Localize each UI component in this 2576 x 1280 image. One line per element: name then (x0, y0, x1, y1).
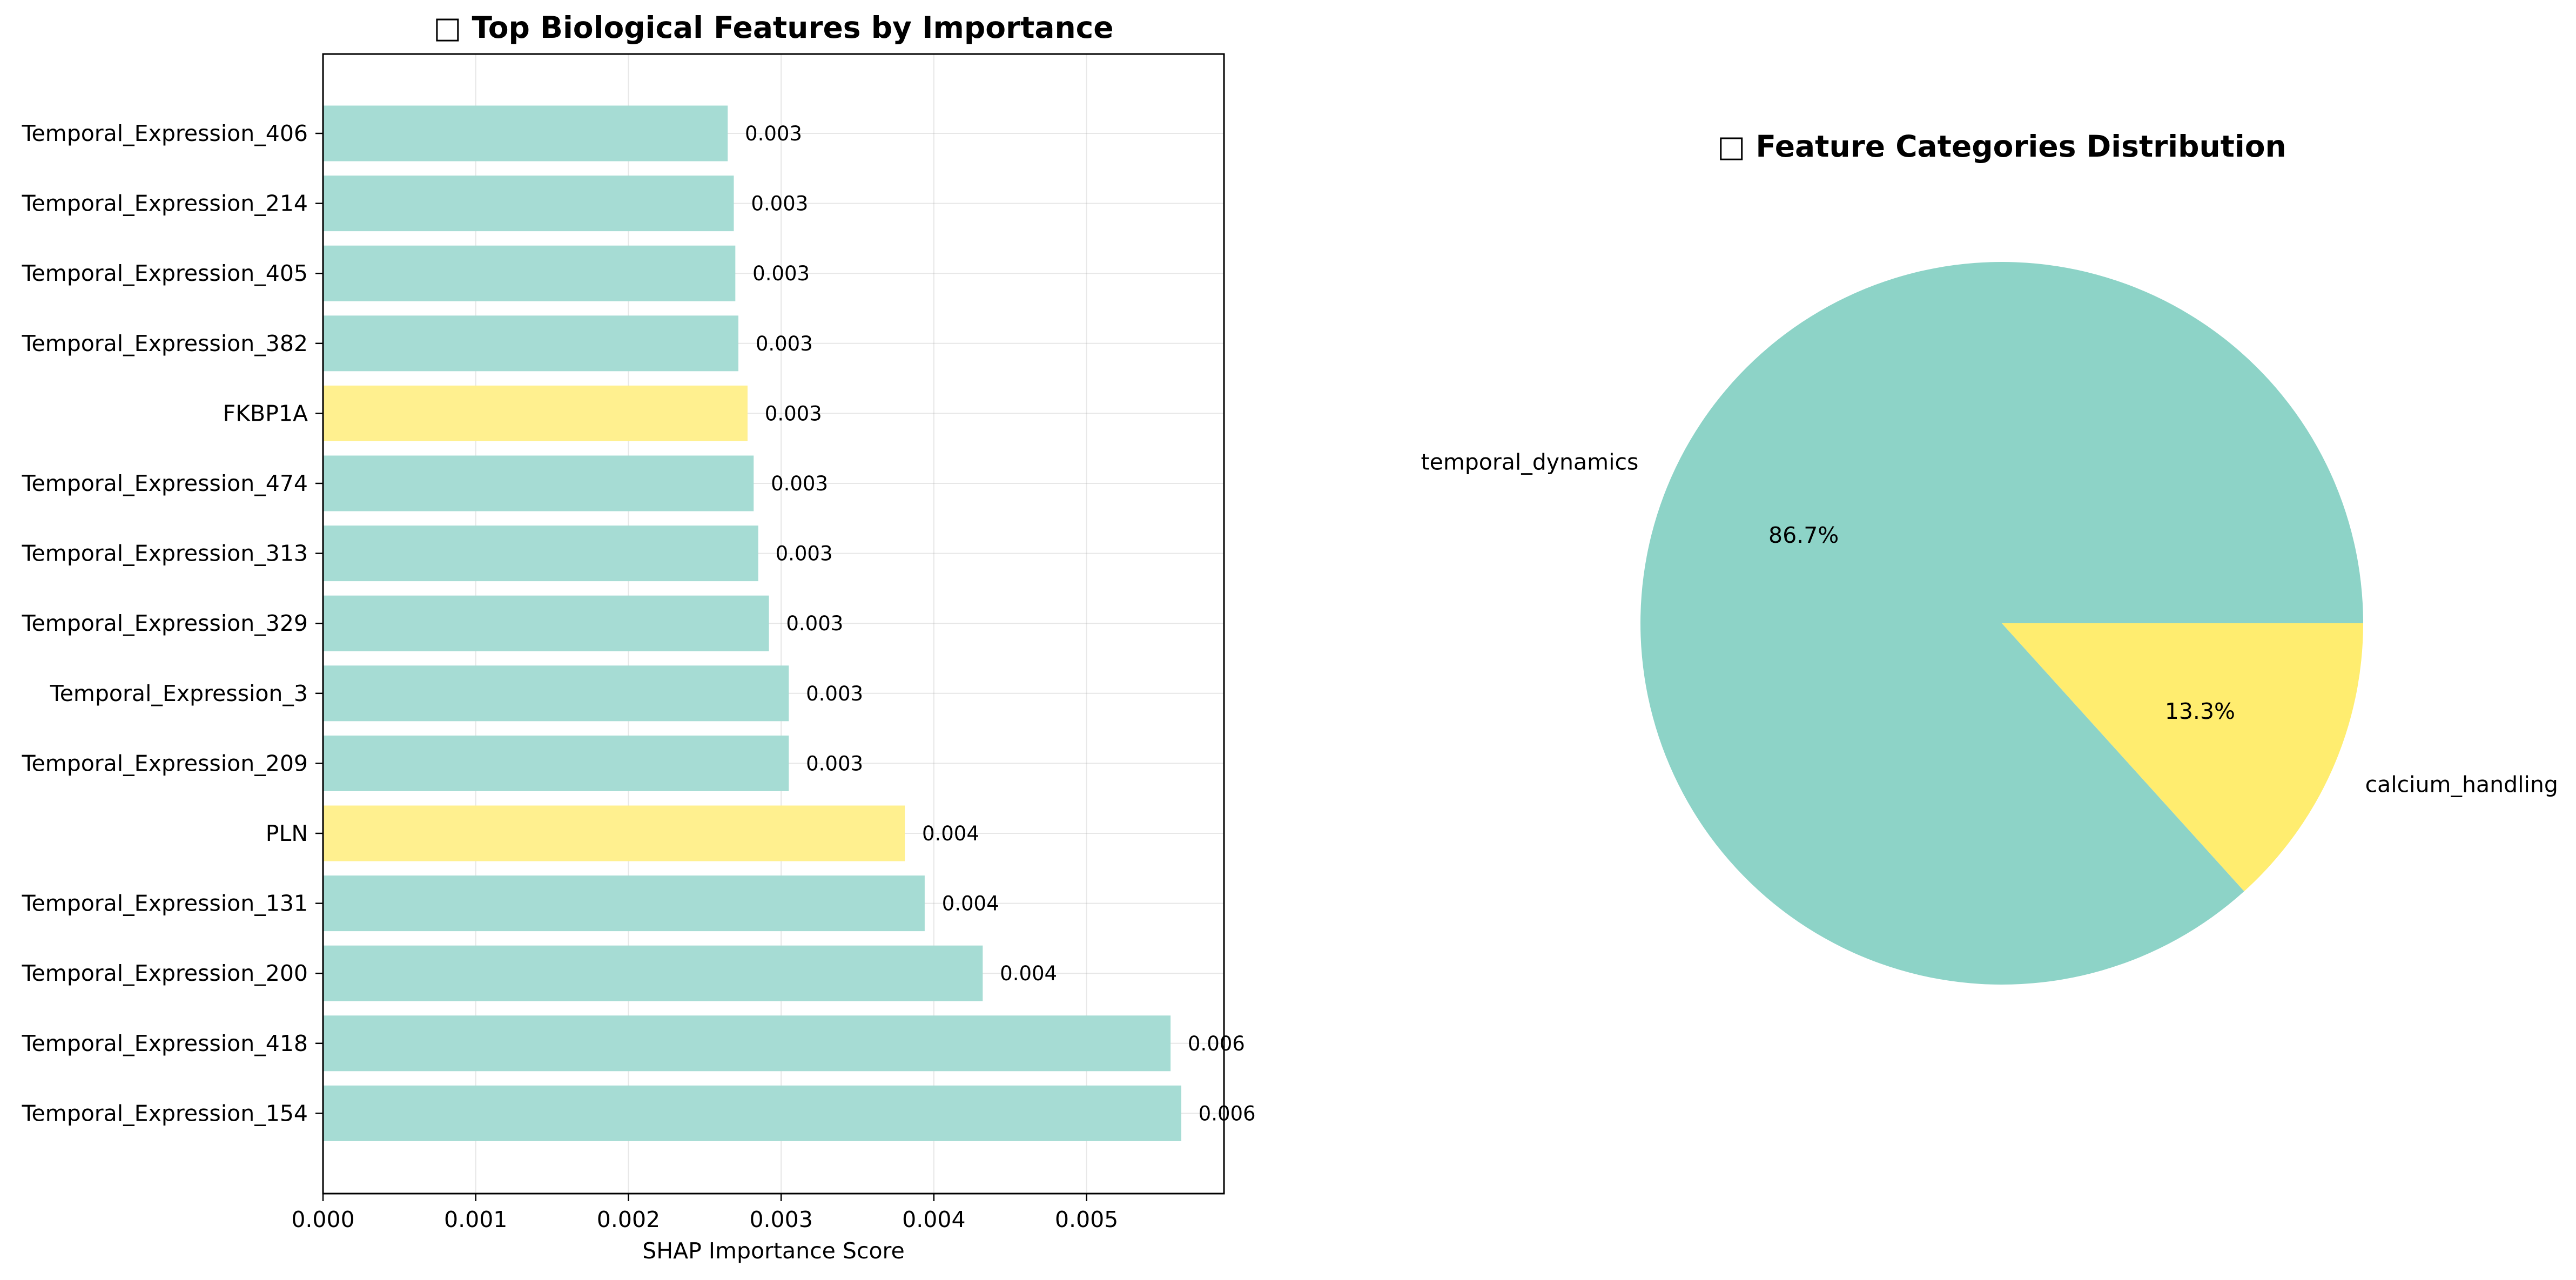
category-label: Temporal_Expression_209 (21, 750, 308, 776)
pie-category-label: calcium_handling (2365, 772, 2558, 798)
x-tick-label: 0.003 (749, 1207, 812, 1232)
bar-chart-panel: □ Top Biological Features by Importance … (21, 10, 1255, 1264)
bar-value-label: 0.003 (776, 542, 833, 565)
bar (323, 805, 905, 861)
pie-percent-label: 86.7% (1768, 522, 1839, 548)
bar (323, 945, 983, 1001)
category-label: Temporal_Expression_3 (50, 681, 308, 706)
category-label: PLN (266, 820, 308, 846)
bar (323, 1015, 1171, 1072)
category-label: FKBP1A (223, 400, 308, 426)
bar-value-label: 0.003 (786, 612, 843, 635)
bar-chart-bars (323, 105, 1181, 1141)
bar (323, 176, 734, 232)
category-label: Temporal_Expression_200 (21, 960, 308, 986)
bar-value-label: 0.006 (1188, 1032, 1245, 1055)
pie-chart-title: □ Feature Categories Distribution (1717, 129, 2286, 164)
bar-value-label: 0.004 (922, 822, 979, 845)
category-label: Temporal_Expression_329 (21, 610, 308, 636)
x-tick-label: 0.002 (597, 1207, 660, 1232)
bar-chart-frame (322, 53, 1225, 1195)
bar (323, 875, 925, 932)
bar-value-label: 0.004 (1000, 962, 1057, 985)
bar (323, 665, 789, 722)
bar (323, 105, 728, 161)
pie-category-label: temporal_dynamics (1421, 449, 1639, 475)
bar-value-label: 0.003 (745, 122, 802, 145)
pie-chart-panel: □ Feature Categories Distribution 86.7% t… (1421, 129, 2558, 985)
bar (323, 455, 754, 511)
category-label: Temporal_Expression_406 (21, 120, 308, 146)
pie-chart-slices (1640, 261, 2364, 985)
bar-chart-title: □ Top Biological Features by Importance (433, 10, 1113, 45)
bar-value-label: 0.006 (1199, 1102, 1256, 1125)
x-tick-label: 0.004 (902, 1207, 965, 1232)
category-label: Temporal_Expression_131 (21, 891, 308, 917)
bar (323, 245, 736, 301)
bar (323, 526, 758, 582)
x-tick-label: 0.000 (291, 1207, 354, 1232)
bar-value-label: 0.003 (806, 752, 863, 775)
pie-slice (1640, 261, 2364, 985)
category-label: Temporal_Expression_474 (21, 470, 308, 496)
bar-value-label: 0.004 (942, 892, 999, 915)
category-label: Temporal_Expression_313 (21, 541, 308, 567)
pie-percent-label: 13.3% (2165, 698, 2235, 724)
bar-chart-value-labels: 0.003 0.003 0.003 0.003 0.003 0.003 0.003 0.003… (745, 122, 1256, 1125)
x-tick-label: 0.001 (444, 1207, 507, 1232)
bar-value-label: 0.003 (756, 332, 813, 355)
bar (323, 595, 769, 651)
bar (323, 1085, 1181, 1141)
bar (323, 385, 748, 441)
pie-slice (2002, 623, 2363, 892)
category-label: Temporal_Expression_405 (21, 260, 308, 286)
category-label: Temporal_Expression_418 (21, 1030, 308, 1056)
bar-value-label: 0.003 (752, 262, 810, 285)
bar-value-label: 0.003 (751, 192, 808, 215)
category-label: Temporal_Expression_214 (21, 191, 308, 217)
bar-chart-x-axis-label: SHAP Importance Score (642, 1238, 904, 1264)
bar-value-label: 0.003 (765, 402, 822, 425)
bar (323, 735, 789, 791)
x-tick-label: 0.005 (1055, 1207, 1118, 1232)
category-label: Temporal_Expression_154 (21, 1100, 308, 1126)
bar (323, 315, 738, 372)
bar-chart-category-labels: Temporal_Expression_406 Temporal_Expressi… (21, 120, 323, 1126)
bar-value-label: 0.003 (806, 682, 863, 705)
pie-chart-labels: 86.7% temporal_dynamics 13.3% calcium_handl… (1421, 449, 2558, 797)
category-label: Temporal_Expression_382 (21, 331, 308, 356)
bar-chart-x-ticks: 0.000 0.001 0.002 0.003 0.004 0.005 (291, 1194, 1118, 1232)
bar-value-label: 0.003 (771, 472, 828, 495)
